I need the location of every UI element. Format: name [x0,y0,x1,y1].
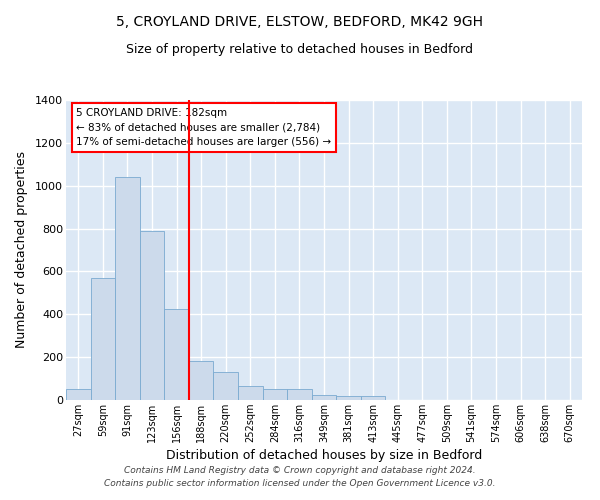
Bar [164,309,189,400]
Bar [189,362,214,400]
Bar [312,394,336,400]
Text: 5 CROYLAND DRIVE: 182sqm
← 83% of detached houses are smaller (2,784)
17% of sem: 5 CROYLAND DRIVE: 182sqm ← 83% of detach… [76,108,331,147]
Bar [336,396,361,400]
Y-axis label: Number of detached properties: Number of detached properties [15,152,28,348]
Bar [115,177,140,400]
Bar [238,386,263,400]
Bar [140,230,164,400]
Bar [361,396,385,400]
Bar [214,372,238,400]
Text: Contains HM Land Registry data © Crown copyright and database right 2024.
Contai: Contains HM Land Registry data © Crown c… [104,466,496,487]
Text: Size of property relative to detached houses in Bedford: Size of property relative to detached ho… [127,42,473,56]
Bar [287,390,312,400]
Bar [66,390,91,400]
Bar [91,278,115,400]
X-axis label: Distribution of detached houses by size in Bedford: Distribution of detached houses by size … [166,449,482,462]
Bar [263,390,287,400]
Text: 5, CROYLAND DRIVE, ELSTOW, BEDFORD, MK42 9GH: 5, CROYLAND DRIVE, ELSTOW, BEDFORD, MK42… [116,15,484,29]
